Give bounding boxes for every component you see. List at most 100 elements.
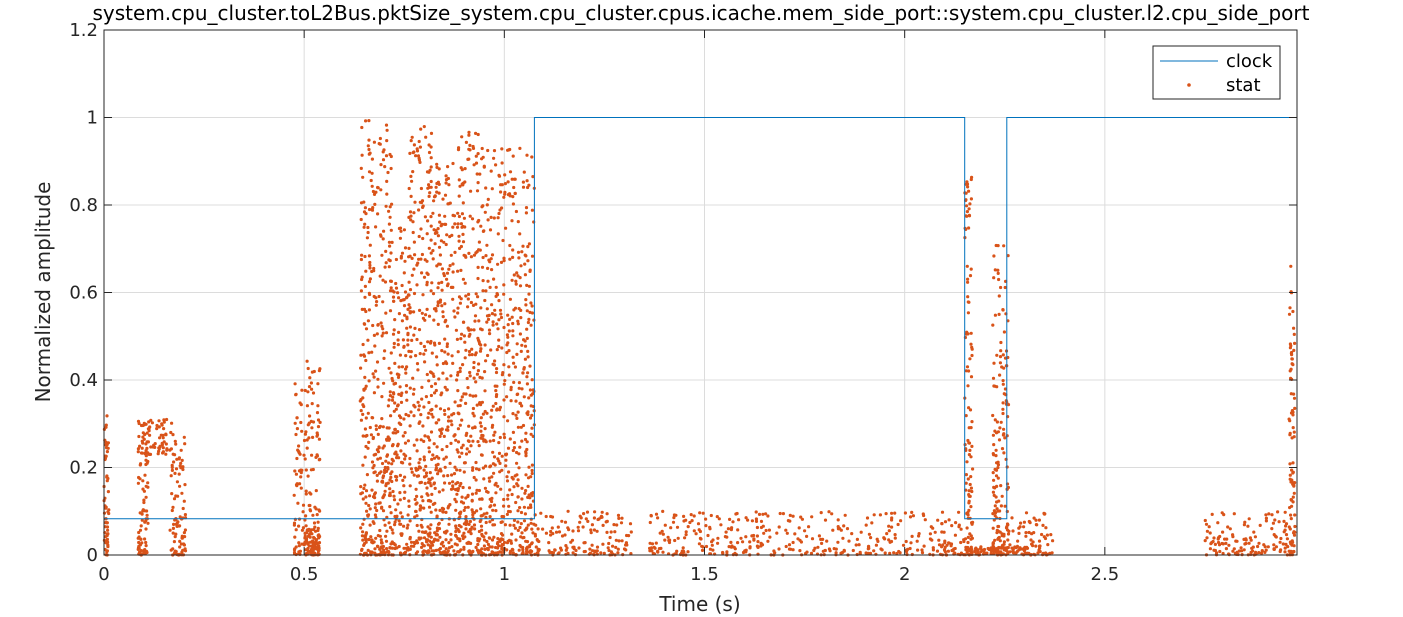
stat-point bbox=[458, 184, 462, 188]
stat-point bbox=[442, 434, 446, 438]
stat-point bbox=[453, 315, 457, 319]
stat-point bbox=[444, 455, 448, 459]
stat-point bbox=[149, 445, 153, 449]
stat-point bbox=[940, 510, 945, 514]
stat-point bbox=[472, 366, 476, 370]
stat-point bbox=[483, 210, 487, 214]
stat-point bbox=[488, 479, 492, 483]
stat-point bbox=[309, 530, 313, 534]
stat-point bbox=[456, 427, 460, 431]
stat-point bbox=[491, 450, 495, 454]
stat-point bbox=[407, 499, 411, 503]
stat-point bbox=[1217, 543, 1222, 547]
stat-point bbox=[992, 443, 996, 447]
stat-point bbox=[364, 327, 369, 331]
stat-point bbox=[1208, 547, 1212, 551]
stat-point bbox=[544, 531, 549, 535]
stat-point bbox=[557, 530, 562, 534]
stat-point bbox=[421, 424, 425, 428]
stat-point bbox=[930, 538, 934, 542]
stat-point bbox=[515, 461, 519, 465]
stat-point bbox=[898, 551, 902, 555]
stat-point bbox=[403, 475, 407, 479]
stat-point bbox=[477, 248, 481, 252]
stat-point bbox=[1272, 533, 1276, 537]
stat-point bbox=[866, 547, 870, 551]
stat-point bbox=[1011, 547, 1015, 552]
stat-point bbox=[488, 285, 492, 289]
stat-point bbox=[578, 520, 582, 524]
stat-point bbox=[585, 510, 590, 514]
stat-point bbox=[394, 508, 398, 512]
stat-point bbox=[409, 467, 413, 471]
stat-point bbox=[516, 220, 520, 224]
stat-point bbox=[412, 473, 416, 477]
stat-point bbox=[476, 550, 480, 554]
stat-point bbox=[476, 440, 480, 444]
stat-point bbox=[964, 414, 968, 418]
stat-point bbox=[388, 491, 392, 495]
stat-point bbox=[512, 273, 516, 277]
stat-point bbox=[766, 514, 770, 518]
stat-point bbox=[593, 510, 597, 514]
stat-point bbox=[481, 437, 485, 441]
stat-point bbox=[155, 427, 159, 431]
stat-point bbox=[295, 427, 299, 431]
stat-point bbox=[418, 466, 422, 470]
stat-point bbox=[372, 333, 376, 337]
stat-point bbox=[725, 550, 729, 554]
stat-point bbox=[1002, 451, 1006, 455]
stat-point bbox=[472, 414, 476, 418]
stat-point bbox=[969, 455, 973, 459]
stat-point bbox=[1289, 264, 1293, 268]
stat-point bbox=[474, 380, 478, 384]
stat-point bbox=[515, 450, 519, 455]
stat-point bbox=[461, 320, 466, 324]
stat-point bbox=[376, 385, 380, 389]
stat-point bbox=[388, 487, 392, 491]
stat-point bbox=[620, 516, 624, 520]
stat-point bbox=[402, 417, 406, 421]
stat-point bbox=[1213, 542, 1217, 547]
stat-point bbox=[407, 280, 411, 284]
stat-point bbox=[1003, 436, 1007, 440]
stat-point bbox=[460, 212, 464, 216]
stat-point bbox=[1048, 551, 1052, 555]
stat-point bbox=[313, 529, 318, 533]
stat-point bbox=[364, 384, 368, 388]
stat-point bbox=[1024, 531, 1028, 535]
stat-point bbox=[490, 475, 494, 479]
stat-point bbox=[373, 344, 377, 348]
stat-point bbox=[581, 525, 585, 529]
stat-point bbox=[1290, 436, 1294, 440]
stat-point bbox=[144, 495, 148, 499]
stat-point bbox=[527, 317, 531, 321]
stat-point bbox=[516, 528, 520, 533]
stat-point bbox=[486, 317, 491, 321]
stat-point bbox=[392, 290, 396, 294]
stat-point bbox=[383, 470, 387, 475]
stat-point bbox=[970, 489, 974, 494]
stat-point bbox=[613, 530, 617, 534]
stat-point bbox=[1040, 532, 1044, 537]
stat-point bbox=[389, 414, 393, 418]
stat-point bbox=[396, 403, 400, 407]
stat-point bbox=[415, 550, 420, 554]
stat-point bbox=[403, 246, 408, 250]
stat-point bbox=[513, 526, 518, 530]
stat-point bbox=[475, 372, 479, 376]
stat-point bbox=[393, 318, 397, 322]
stat-point bbox=[445, 233, 449, 237]
stat-point bbox=[368, 243, 372, 247]
stat-point bbox=[381, 509, 386, 513]
stat-point bbox=[736, 541, 740, 545]
stat-point bbox=[1274, 545, 1278, 549]
stat-point bbox=[438, 220, 442, 224]
stat-point bbox=[139, 423, 144, 428]
stat-point bbox=[359, 217, 363, 222]
stat-point bbox=[298, 452, 302, 456]
stat-point bbox=[979, 546, 983, 551]
stat-point bbox=[489, 169, 493, 173]
stat-point bbox=[439, 393, 443, 397]
stat-point bbox=[380, 324, 384, 328]
